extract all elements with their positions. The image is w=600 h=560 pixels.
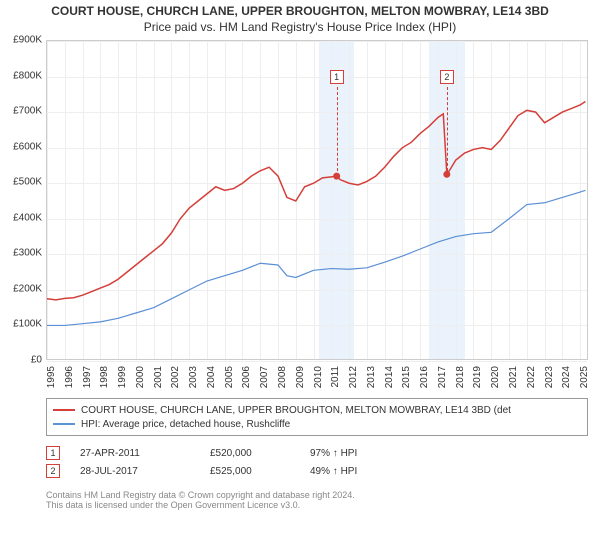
- sales-price: £525,000: [210, 466, 310, 477]
- footnote-line-1: Contains HM Land Registry data © Crown c…: [46, 490, 588, 500]
- legend-row: HPI: Average price, detached house, Rush…: [53, 417, 581, 431]
- chart-title: COURT HOUSE, CHURCH LANE, UPPER BROUGHTO…: [0, 0, 600, 18]
- x-axis-label: 2015: [401, 366, 412, 396]
- x-axis-label: 1997: [82, 366, 93, 396]
- sales-date: 28-JUL-2017: [80, 466, 210, 477]
- series-hpi: [47, 190, 585, 325]
- x-axis-label: 2020: [490, 366, 501, 396]
- marker-line: [447, 87, 448, 176]
- sales-table: 1 27-APR-2011£520,00097% ↑ HPI 2 28-JUL-201…: [46, 444, 588, 480]
- x-axis-label: 2005: [224, 366, 235, 396]
- x-axis-label: 2009: [295, 366, 306, 396]
- series-svg: [47, 41, 587, 359]
- footnote-line-2: This data is licensed under the Open Gov…: [46, 500, 588, 510]
- x-axis-label: 2021: [508, 366, 519, 396]
- sales-marker: 2: [46, 464, 60, 478]
- x-axis-label: 1996: [64, 366, 75, 396]
- y-axis-label: £900K: [6, 35, 42, 46]
- legend-label: HPI: Average price, detached house, Rush…: [81, 419, 290, 430]
- y-axis-label: £700K: [6, 106, 42, 117]
- x-axis-label: 2017: [437, 366, 448, 396]
- sales-row: 1 27-APR-2011£520,00097% ↑ HPI: [46, 444, 588, 462]
- x-axis-label: 2012: [348, 366, 359, 396]
- gridline-h: [47, 361, 587, 362]
- x-axis-label: 1998: [99, 366, 110, 396]
- x-axis-label: 2000: [135, 366, 146, 396]
- y-axis-label: £300K: [6, 248, 42, 259]
- chart-subtitle: Price paid vs. HM Land Registry's House …: [0, 18, 600, 38]
- sales-date: 27-APR-2011: [80, 448, 210, 459]
- x-axis-label: 2018: [455, 366, 466, 396]
- x-axis-label: 2023: [544, 366, 555, 396]
- legend-swatch: [53, 409, 75, 411]
- legend-row: COURT HOUSE, CHURCH LANE, UPPER BROUGHTO…: [53, 403, 581, 417]
- x-axis-label: 2004: [206, 366, 217, 396]
- sales-marker: 1: [46, 446, 60, 460]
- x-axis-label: 2013: [366, 366, 377, 396]
- x-axis-label: 2001: [153, 366, 164, 396]
- x-axis-label: 2022: [526, 366, 537, 396]
- x-axis-label: 2002: [170, 366, 181, 396]
- marker-line: [337, 87, 338, 176]
- x-axis-label: 2025: [579, 366, 590, 396]
- x-axis-label: 2010: [313, 366, 324, 396]
- x-axis-label: 1999: [117, 366, 128, 396]
- x-axis-label: 1995: [46, 366, 57, 396]
- chart-container: COURT HOUSE, CHURCH LANE, UPPER BROUGHTO…: [0, 0, 600, 560]
- legend-swatch: [53, 423, 75, 425]
- y-axis-label: £800K: [6, 70, 42, 81]
- x-axis-label: 2016: [419, 366, 430, 396]
- y-axis-label: £100K: [6, 319, 42, 330]
- legend: COURT HOUSE, CHURCH LANE, UPPER BROUGHTO…: [46, 398, 588, 436]
- sales-row: 2 28-JUL-2017£525,00049% ↑ HPI: [46, 462, 588, 480]
- y-axis-label: £500K: [6, 177, 42, 188]
- x-axis-label: 2024: [561, 366, 572, 396]
- y-axis-label: £600K: [6, 141, 42, 152]
- plot-area: 12: [46, 40, 588, 360]
- footnote: Contains HM Land Registry data © Crown c…: [46, 490, 588, 510]
- x-axis-label: 2008: [277, 366, 288, 396]
- marker-2: 2: [440, 70, 454, 84]
- x-axis-label: 2019: [472, 366, 483, 396]
- y-axis-label: £400K: [6, 212, 42, 223]
- marker-1: 1: [330, 70, 344, 84]
- y-axis-label: £0: [6, 355, 42, 366]
- sales-hpi: 97% ↑ HPI: [310, 448, 410, 459]
- y-axis-label: £200K: [6, 283, 42, 294]
- x-axis-label: 2011: [330, 366, 341, 396]
- x-axis-label: 2003: [188, 366, 199, 396]
- legend-label: COURT HOUSE, CHURCH LANE, UPPER BROUGHTO…: [81, 405, 511, 416]
- x-axis-label: 2006: [241, 366, 252, 396]
- sales-price: £520,000: [210, 448, 310, 459]
- x-axis-label: 2014: [384, 366, 395, 396]
- sales-hpi: 49% ↑ HPI: [310, 466, 410, 477]
- x-axis-label: 2007: [259, 366, 270, 396]
